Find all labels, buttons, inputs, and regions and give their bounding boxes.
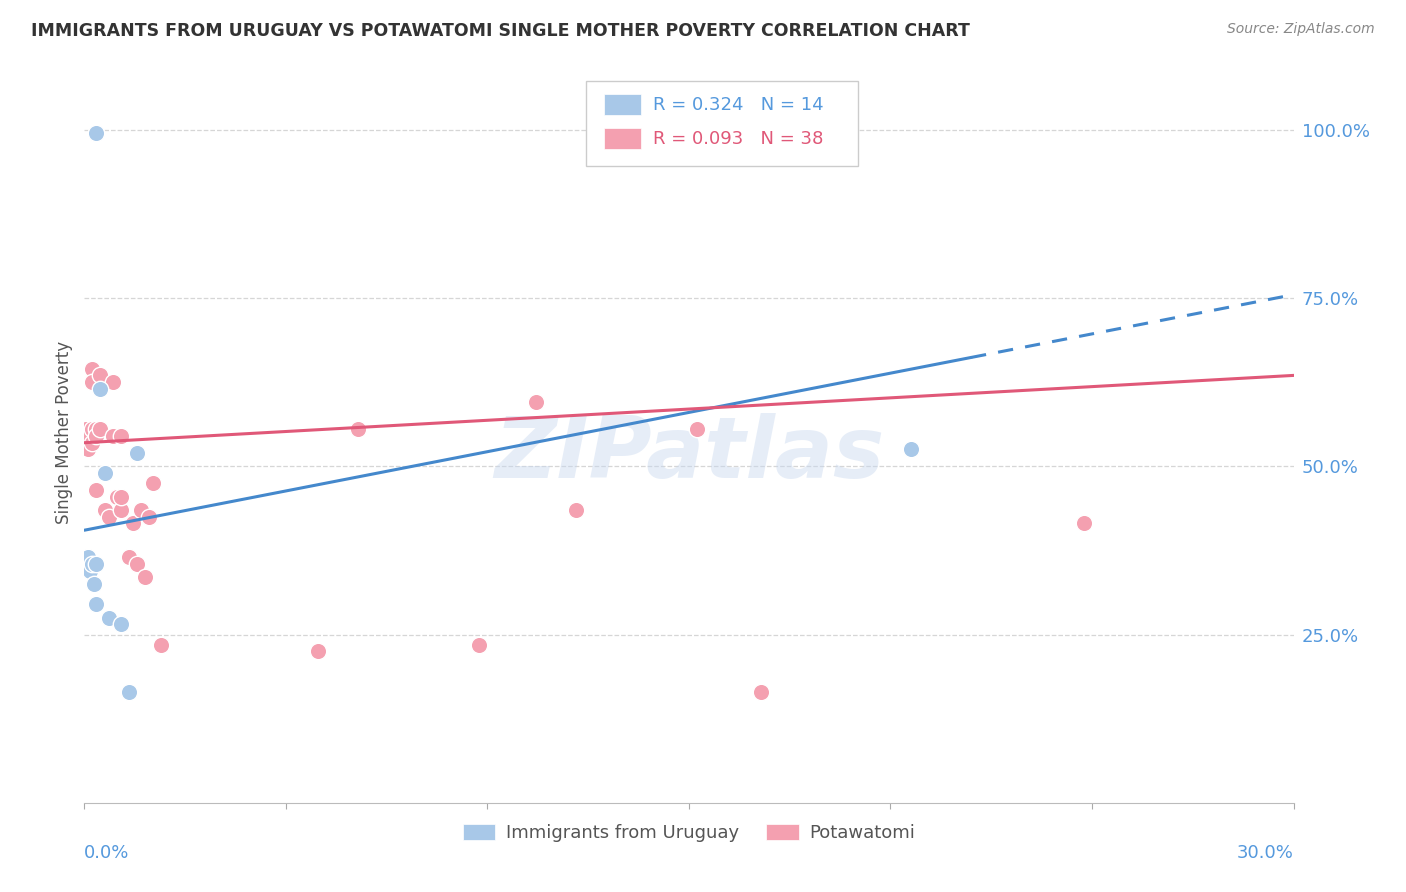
- FancyBboxPatch shape: [586, 81, 858, 166]
- Point: [149, 638, 172, 652]
- Point: [347, 422, 370, 436]
- Point: [138, 509, 160, 524]
- Point: [83, 577, 105, 591]
- Point: [86, 126, 108, 140]
- Text: Source: ZipAtlas.com: Source: ZipAtlas.com: [1227, 22, 1375, 37]
- Text: 30.0%: 30.0%: [1237, 844, 1294, 862]
- Point: [79, 564, 101, 578]
- Point: [110, 429, 132, 443]
- Point: [97, 509, 120, 524]
- Point: [118, 685, 141, 699]
- Text: IMMIGRANTS FROM URUGUAY VS POTAWATOMI SINGLE MOTHER POVERTY CORRELATION CHART: IMMIGRANTS FROM URUGUAY VS POTAWATOMI SI…: [31, 22, 970, 40]
- Point: [77, 442, 100, 457]
- Point: [1073, 516, 1095, 531]
- Point: [900, 442, 922, 457]
- Point: [565, 503, 588, 517]
- Point: [77, 429, 100, 443]
- Point: [82, 422, 104, 436]
- Point: [468, 638, 491, 652]
- Text: ZIPatlas: ZIPatlas: [494, 413, 884, 496]
- Point: [84, 126, 107, 140]
- Point: [82, 435, 104, 450]
- Bar: [605, 95, 641, 115]
- Point: [89, 368, 111, 383]
- Point: [110, 617, 132, 632]
- Text: R = 0.093   N = 38: R = 0.093 N = 38: [652, 129, 823, 148]
- Point: [82, 375, 104, 389]
- Y-axis label: Single Mother Poverty: Single Mother Poverty: [55, 341, 73, 524]
- Point: [89, 422, 111, 436]
- Point: [524, 395, 547, 409]
- Legend: Immigrants from Uruguay, Potawatomi: Immigrants from Uruguay, Potawatomi: [456, 816, 922, 849]
- Point: [686, 422, 709, 436]
- Text: R = 0.324   N = 14: R = 0.324 N = 14: [652, 95, 824, 113]
- Point: [86, 557, 108, 571]
- Point: [86, 422, 108, 436]
- Point: [118, 550, 141, 565]
- Point: [86, 429, 108, 443]
- Point: [134, 570, 156, 584]
- Point: [101, 375, 124, 389]
- Point: [142, 476, 165, 491]
- Text: 0.0%: 0.0%: [84, 844, 129, 862]
- Point: [82, 361, 104, 376]
- Point: [89, 382, 111, 396]
- Point: [86, 483, 108, 497]
- Point: [121, 516, 143, 531]
- Point: [76, 550, 98, 565]
- Point: [307, 644, 329, 658]
- Point: [129, 503, 152, 517]
- Point: [97, 610, 120, 624]
- Point: [93, 503, 115, 517]
- Point: [751, 685, 773, 699]
- Point: [110, 503, 132, 517]
- Point: [86, 597, 108, 611]
- Point: [82, 557, 104, 571]
- Point: [125, 557, 148, 571]
- Point: [101, 429, 124, 443]
- Point: [110, 490, 132, 504]
- Point: [93, 466, 115, 480]
- Point: [75, 435, 97, 450]
- Point: [75, 422, 97, 436]
- Bar: [605, 128, 641, 149]
- Point: [105, 490, 128, 504]
- Point: [125, 446, 148, 460]
